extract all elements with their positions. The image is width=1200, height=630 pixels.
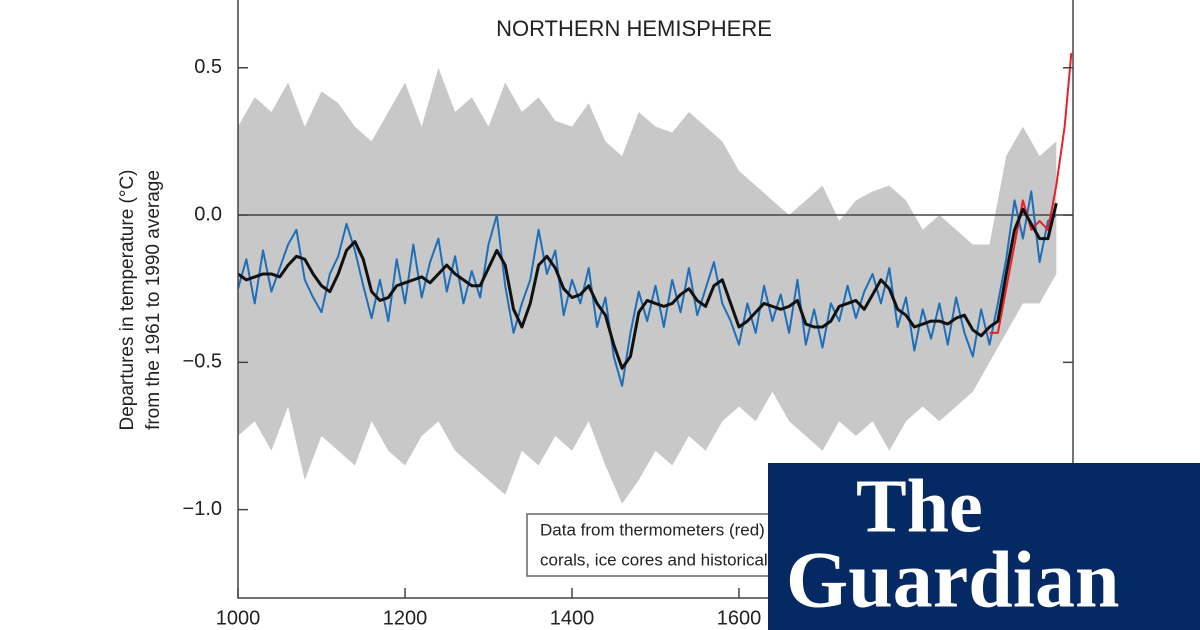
y-tick-label: 0.0	[194, 203, 222, 225]
y-axis-label: Departures in temperature (°C)	[117, 169, 138, 430]
x-tick-label: 1200	[383, 607, 428, 629]
logo-background	[768, 463, 1200, 630]
plot-frame	[237, 0, 1074, 599]
series-line	[237, 202, 1058, 370]
x-tick-label: 1000	[216, 607, 261, 629]
series-line	[989, 52, 1073, 334]
logo-text: Guardian	[786, 536, 1119, 624]
x-tick-label: 1400	[550, 607, 595, 629]
series-line	[237, 190, 1057, 387]
x-tick-label: 1600	[717, 607, 762, 629]
logo-text: The	[856, 464, 983, 548]
uncertainty-band	[238, 67, 1057, 504]
plot-layer: 0.50.0−0.5−1.0100012001400160018002000	[183, 0, 1095, 629]
chart-title: NORTHERN HEMISPHERE	[496, 16, 772, 41]
y-axis-label: from the 1961 to 1990 average	[143, 170, 164, 430]
y-tick-label: 0.5	[194, 56, 222, 78]
y-tick-label: −0.5	[183, 351, 222, 373]
y-tick-label: −1.0	[183, 498, 222, 520]
